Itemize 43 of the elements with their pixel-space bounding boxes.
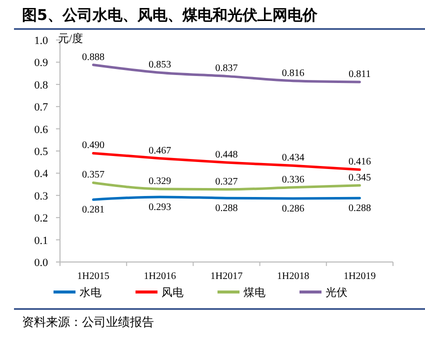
data-label: 0.288 (215, 203, 238, 214)
data-label: 0.434 (282, 152, 304, 164)
data-label: 0.327 (215, 176, 238, 188)
data-label: 0.281 (82, 204, 105, 216)
legend-label: 煤电 (244, 286, 266, 299)
x-tick-label: 1H2015 (77, 271, 110, 282)
data-label: 0.888 (82, 52, 105, 63)
legend-label: 风电 (162, 286, 184, 299)
y-tick-label: 0.2 (34, 212, 48, 225)
y-tick-label: 0.6 (34, 124, 48, 136)
x-tick-label: 1H2019 (344, 271, 376, 282)
y-tick-label: 0.0 (34, 257, 48, 269)
y-tick-label: 0.9 (34, 57, 48, 70)
y-tick-label: 0.7 (34, 102, 48, 114)
data-label: 0.811 (348, 68, 371, 80)
x-tick-label: 1H2016 (144, 271, 176, 282)
legend-label: 水电 (80, 286, 102, 299)
data-label: 0.286 (282, 204, 304, 215)
chart-title: 图5、公司水电、风电、煤电和光伏上网电价 (22, 6, 318, 24)
data-label: 0.853 (148, 60, 172, 71)
data-label: 0.490 (82, 140, 105, 152)
data-label: 0.448 (215, 150, 238, 161)
y-tick-label: 0.8 (34, 79, 48, 92)
y-tick-label: 0.3 (34, 190, 48, 202)
data-label: 0.329 (148, 176, 172, 187)
data-label: 0.467 (148, 145, 172, 156)
y-tick-label: 0.1 (34, 234, 48, 247)
y-tick-label: 1.0 (34, 35, 48, 47)
y-tick-label: 0.4 (34, 168, 48, 180)
data-label: 0.345 (348, 172, 371, 184)
data-label: 0.293 (148, 202, 172, 213)
text: 资料来源：公司业绩报告 (22, 315, 154, 329)
y-axis-title: 元/度 (58, 32, 84, 45)
data-label: 0.288 (348, 203, 371, 214)
x-tick-label: 1H2018 (276, 271, 310, 282)
x-tick-label: 1H2017 (210, 271, 243, 282)
data-label: 0.336 (282, 174, 304, 186)
data-label: 0.816 (282, 68, 304, 79)
data-label: 0.416 (348, 156, 371, 168)
data-label: 0.357 (82, 170, 105, 181)
legend-label: 光伏 (326, 286, 348, 299)
y-tick-label: 0.5 (34, 146, 48, 158)
data-label: 0.837 (215, 63, 238, 74)
